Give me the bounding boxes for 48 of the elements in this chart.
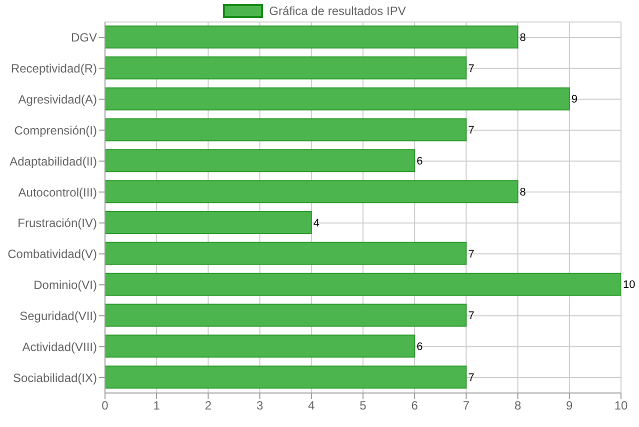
data-label: 7 [468,248,474,260]
y-tick-label: Combatividad(V) [8,247,97,262]
y-tick-label: Sociabilidad(IX) [12,370,97,385]
x-tick-label: 7 [462,398,470,413]
y-tick-label: Agresividad(A) [18,92,97,107]
y-tick-label: Dominio(VI) [34,278,97,292]
y-tick-label: Autocontrol(III) [18,185,97,200]
legend-label: Gráfica de resultados IPV [269,4,406,18]
data-label: 7 [468,124,474,137]
bar [105,180,518,204]
data-label: 8 [520,186,526,198]
data-label: 9 [571,94,578,106]
bar [105,118,467,142]
bar [105,272,621,296]
x-tick-label: 3 [256,398,264,413]
x-tick-label: 8 [514,398,522,413]
x-tick-label: 6 [411,398,418,413]
data-label: 10 [623,279,636,292]
bar [105,26,518,48]
data-label: 7 [468,372,474,384]
y-tick-label: Receptividad(R) [10,62,97,76]
bar [105,211,312,234]
x-tick-label: 10 [614,398,628,413]
bar [105,334,416,358]
bar [105,56,467,80]
y-tick-label: DGV [70,30,97,45]
data-label: 7 [468,310,474,322]
x-tick-label: 1 [153,398,160,413]
x-tick-label: 2 [204,398,212,413]
y-tick-label: Seguridad(VII) [20,308,97,323]
y-tick-label: Comprensión(I) [14,123,97,138]
data-label: 6 [416,341,423,354]
data-label: 7 [468,62,474,75]
x-tick-label: 0 [102,398,109,413]
y-tick-label: Adaptabilidad(II) [10,154,97,168]
y-tick-label: Frustración(IV) [18,216,97,230]
data-label: 4 [313,217,320,230]
data-label: 8 [520,32,526,44]
bar [105,149,416,172]
x-tick-label: 9 [566,398,574,413]
y-tick-label: Actividad(VIII) [22,340,97,354]
bar [105,304,467,327]
x-tick-label: 4 [308,398,316,413]
x-tick-label: 5 [360,398,367,413]
bar [105,242,467,265]
data-label: 6 [416,156,423,168]
bar [105,87,570,110]
bar [105,366,467,389]
